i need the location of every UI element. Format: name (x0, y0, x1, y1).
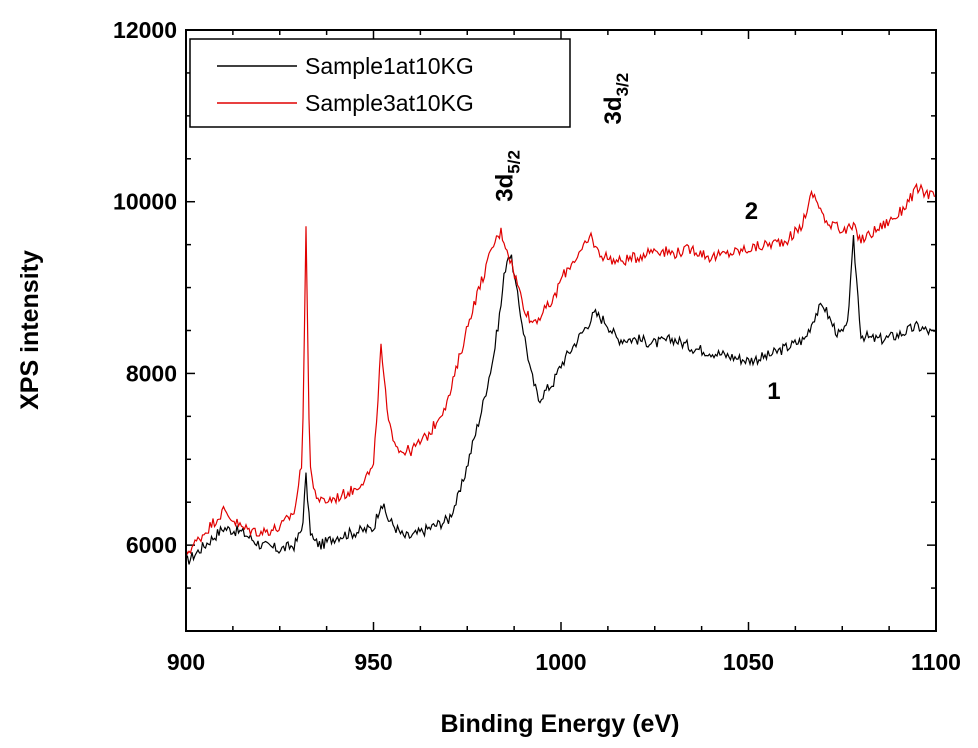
x-tick-label: 950 (354, 649, 392, 675)
axis-ticks: 900 950 1000 1050 1100 6000 8000 10000 12000 (113, 17, 961, 675)
y-tick-label: 8000 (126, 360, 177, 386)
plot-frame (185, 29, 937, 632)
annotation-subscript: 3/2 (613, 73, 632, 97)
peak-annotations: 3d5/2 3d3/2 2 1 (491, 73, 780, 405)
series-line-1 (185, 235, 935, 565)
legend: Sample1at10KG Sample3at10KG (189, 38, 571, 128)
y-tick-label: 12000 (113, 17, 177, 43)
series-group (185, 182, 936, 565)
peak-annotation-3: 2 (745, 198, 758, 225)
peak-annotation-2: 3d3/2 (600, 73, 632, 125)
legend-box (189, 38, 571, 128)
legend-label-sample3: Sample3at10KG (305, 90, 474, 116)
peak-annotation-1: 3d5/2 (491, 150, 523, 202)
x-tick-label: 1050 (723, 649, 774, 675)
y-tick-label: 10000 (113, 189, 177, 215)
y-tick-label: 6000 (126, 532, 177, 558)
series-line-2 (185, 182, 936, 556)
peak-annotation-4: 1 (767, 378, 780, 405)
x-tick-label: 900 (167, 649, 205, 675)
x-tick-label: 1000 (535, 649, 586, 675)
annotation-subscript: 5/2 (504, 150, 523, 174)
y-axis-title: XPS intensity (16, 250, 44, 410)
x-axis-title: Binding Energy (eV) (441, 710, 680, 738)
x-tick-label: 1100 (911, 649, 961, 675)
legend-label-sample1: Sample1at10KG (305, 53, 474, 79)
